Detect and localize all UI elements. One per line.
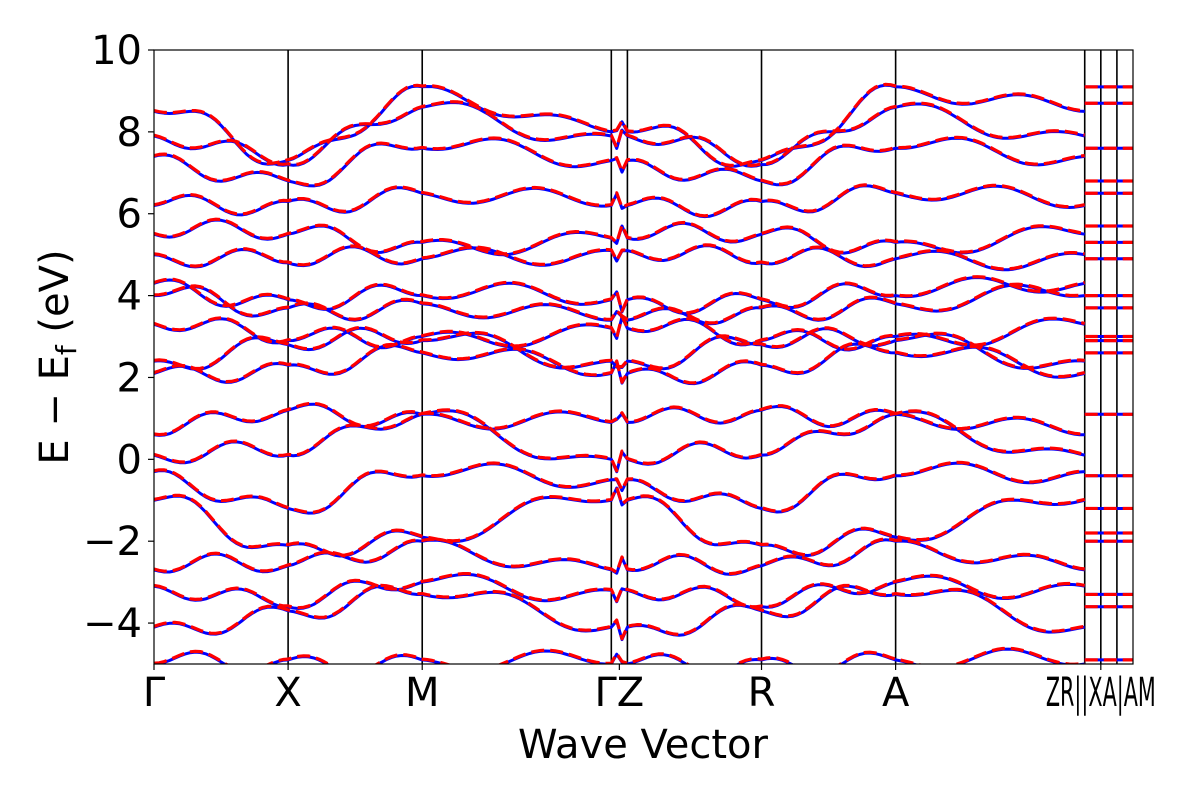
y-tick-label: 0	[117, 437, 142, 483]
band-dashed-15	[154, 183, 1086, 218]
band-dashed-16	[154, 135, 1085, 187]
y-tick-label: 10	[91, 28, 142, 74]
band-dashed-4	[154, 485, 1086, 557]
band-dashed-6	[154, 408, 1086, 473]
x-tick-label: M	[405, 670, 440, 716]
y-tick-label: −4	[83, 601, 142, 647]
band-dashed-0	[154, 646, 1085, 664]
band-dashed-14	[154, 217, 1085, 256]
band-solid-5	[154, 461, 1085, 515]
y-tick-label: 8	[117, 110, 142, 156]
y-tick-label: 6	[117, 192, 142, 238]
x-tick-label: ZR||XA|AM	[1046, 670, 1156, 716]
band-dashed-1	[154, 583, 1085, 641]
band-dashed-11	[154, 282, 1085, 325]
x-axis-ticks: Γ X M ΓZ R A ZR||XA|AM	[143, 664, 1156, 716]
y-axis-title-unit	[32, 333, 78, 346]
band-dashed-5	[154, 460, 1085, 514]
y-axis-title-units: (eV)	[32, 249, 78, 332]
band-dashed-10	[154, 314, 1086, 351]
band-solid-8	[154, 342, 1086, 386]
y-tick-label: −2	[83, 519, 142, 565]
plot-frame	[153, 49, 1134, 665]
y-axis-title: E − Ef (eV)	[32, 249, 83, 464]
band-lines	[154, 82, 1133, 664]
y-axis-title-sub: f	[50, 344, 83, 355]
x-tick-label: ΓZ	[595, 670, 645, 716]
x-tick-label: X	[274, 670, 301, 716]
x-tick-label: A	[882, 670, 910, 716]
y-tick-label: 4	[117, 274, 142, 320]
band-dashed-7	[154, 401, 1085, 437]
y-axis-title-main: E − E	[32, 355, 78, 465]
x-tick-label: R	[748, 670, 776, 716]
high-symmetry-lines	[287, 50, 1118, 664]
band-dashed-9	[154, 325, 1085, 371]
y-axis-ticks: −4 −2 0 2 4 6 8 10	[83, 28, 154, 647]
band-dashed-13	[154, 243, 1085, 271]
band-dashed-8	[154, 341, 1086, 385]
band-dashed-18	[154, 82, 1085, 167]
x-tick-label: Γ	[143, 670, 166, 716]
band-dashed-3	[154, 537, 1085, 576]
band-dashed-2	[154, 572, 1085, 610]
y-tick-label: 2	[117, 355, 142, 401]
x-axis-title: Wave Vector	[518, 722, 769, 768]
band-dashed-12	[154, 275, 1086, 315]
band-dashed-17	[154, 100, 1086, 168]
